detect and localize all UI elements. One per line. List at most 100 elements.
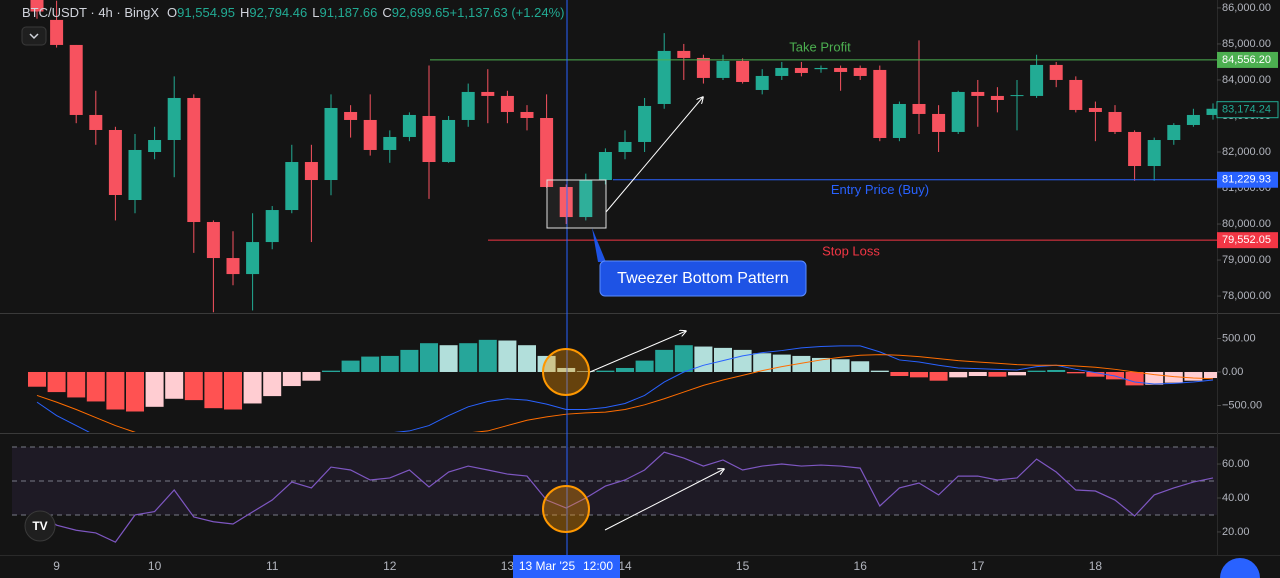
chevron-icon [29,33,39,40]
price-tag-label: 84,556.20 [1222,54,1271,66]
histogram-bar [224,371,242,410]
macd-line [36,354,1214,432]
macd [28,339,1217,432]
histogram-bar [1086,371,1105,377]
histogram-bar [1066,371,1085,374]
histogram-bar [1204,371,1217,379]
histogram-bar [635,360,654,372]
candle-body [206,222,220,259]
histogram-bar [831,359,850,372]
histogram-bar [1184,371,1203,381]
candle-body [892,103,906,138]
histogram-bar [282,371,301,387]
highlight-circle [542,485,590,533]
candle-body [794,67,808,73]
histogram-bar [106,371,125,410]
candle-body [285,162,299,211]
histogram-bar [753,353,772,372]
histogram-bar [498,340,517,372]
candle-body [89,114,103,130]
candle-body [246,242,260,275]
candle-body [873,69,887,138]
time-axis [0,555,1280,578]
candle-body [344,111,358,120]
candle-body [520,111,534,118]
candles [30,0,1217,313]
histogram-bar [968,371,987,377]
callout-text: Tweezer Bottom Pattern [617,270,789,287]
ohlc-value: 91,554.95 [177,5,235,20]
histogram-bar [67,371,86,398]
histogram-bar [537,355,556,372]
histogram-bar [616,367,634,372]
callout [599,260,807,297]
candle-body [1128,131,1142,167]
x-tick-label: 12 [383,559,397,573]
histogram-bar [243,371,262,404]
rsi [36,451,1214,543]
candle-body [853,67,867,76]
y-tick-label: 86,000.00 [1222,2,1271,14]
plot-layer: 86,000.0085,000.0084,000.0083,000.0082,0… [12,0,1279,543]
histogram-bar [1008,371,1026,376]
candle-body [69,44,83,115]
y-tick-label: 84,000.00 [1222,74,1271,86]
ohlc-value: 92,794.46 [249,5,307,20]
histogram-bar [204,371,223,409]
crosshair-label [513,555,620,578]
level-name: Entry Price (Buy) [831,182,929,197]
candle-body [1167,124,1181,141]
y-tick-label: 85,000.00 [1222,38,1271,50]
histogram-bar [576,371,595,372]
candle-body [1049,64,1063,80]
header: BTC/USDT · 4h · BingX O91,554.95 H92,794.4… [22,5,564,20]
histogram-bar [557,367,576,372]
candle-body [148,140,162,152]
histogram-bar [400,349,419,372]
candle-body [304,162,318,181]
candle-body [716,60,730,78]
histogram-bar [988,371,1007,377]
candle-body [442,119,456,163]
crosshair-time: 12:00 [583,559,613,573]
candle-body [559,187,573,218]
logo[interactable] [24,510,56,542]
candle-body [1030,64,1044,96]
candle-body [618,141,632,152]
histogram-bar [851,361,870,372]
candle-body [265,210,279,243]
y-tick-label: 82,000.00 [1222,146,1271,158]
price-tag-label: 81,229.93 [1222,174,1271,186]
histogram-bar [1164,371,1183,383]
candle-body [990,95,1004,100]
crosshair-date: 13 Mar '25 [519,559,576,573]
action-button[interactable] [1220,558,1260,578]
price-tag [1217,51,1278,68]
histogram-bar [459,343,478,372]
candle-body [932,113,946,132]
macd-line [36,345,1214,432]
histogram-bar [28,371,46,387]
x-tick-label: 14 [618,559,632,573]
x-labels: 9 10 11 12 13 14 15 16 17 18 [53,559,1102,573]
histogram-bar [341,360,360,372]
candle-body [814,67,828,70]
histogram-bar [772,354,791,372]
candle-body [461,91,475,120]
candle-body [736,60,750,82]
candle-body [540,117,554,188]
level-name: Stop Loss [822,244,880,259]
histogram-bar [910,371,928,378]
histogram-bar [812,357,830,372]
candle-body [657,50,671,104]
histogram-bar [655,349,674,372]
candle-body [363,119,377,150]
histogram-bar [1027,370,1046,372]
histogram-bar [322,370,340,372]
histogram-bar [890,371,909,377]
candle-body [677,50,691,58]
collapse-button[interactable] [21,26,47,46]
histogram-bar [263,371,282,397]
candle-body [383,136,397,150]
